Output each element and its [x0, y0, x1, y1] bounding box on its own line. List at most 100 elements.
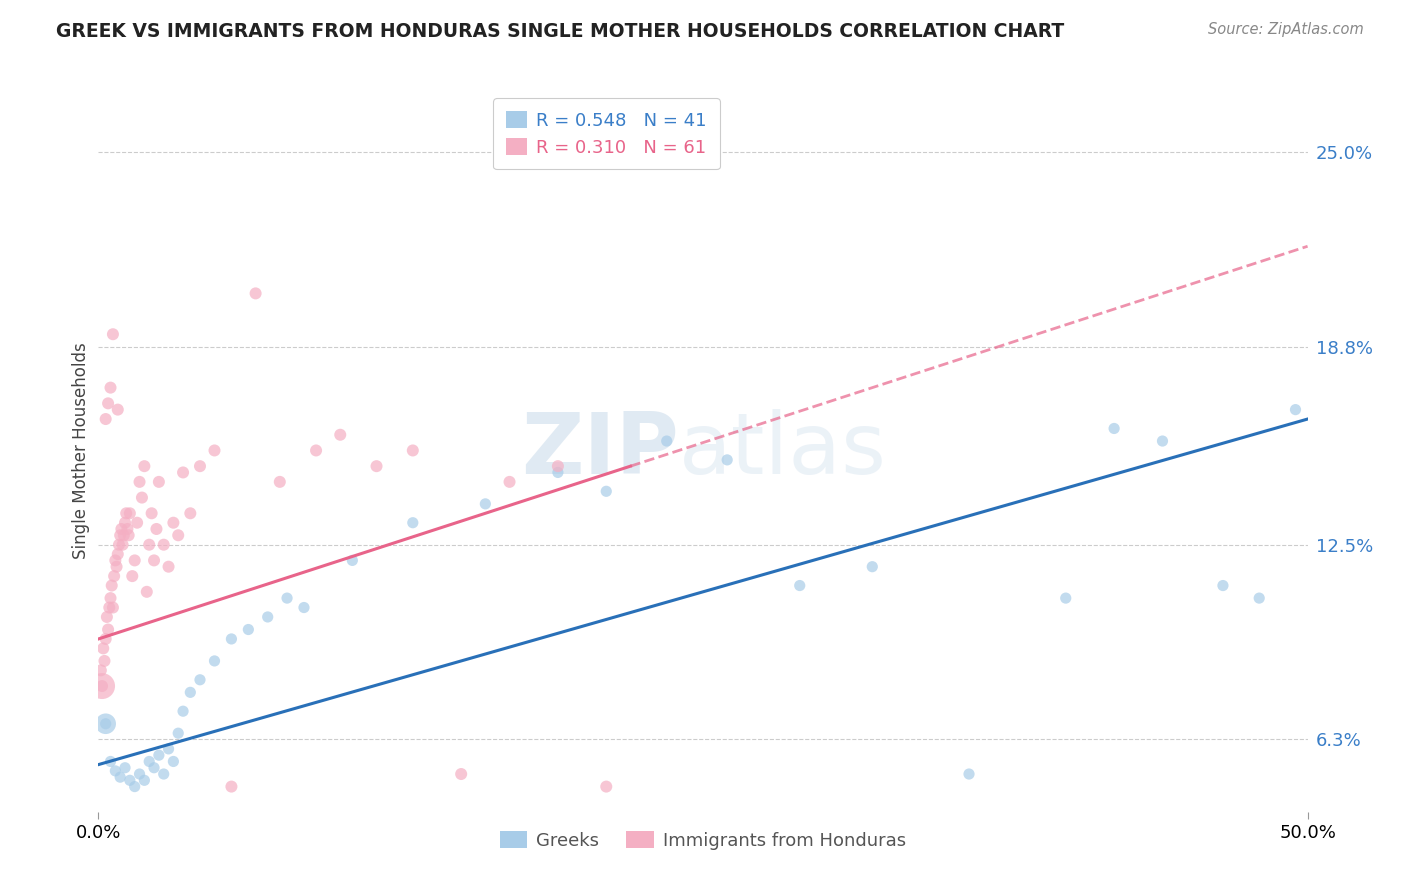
Point: [127, 516, 149, 530]
Point: [131, 491, 153, 505]
Point: [188, 673, 211, 687]
Point: [595, 780, 617, 794]
Point: [269, 475, 291, 489]
Point: [342, 553, 364, 567]
Point: [167, 726, 190, 740]
Point: [107, 547, 129, 561]
Point: [93, 654, 115, 668]
Text: GREEK VS IMMIGRANTS FROM HONDURAS SINGLE MOTHER HOUSEHOLDS CORRELATION CHART: GREEK VS IMMIGRANTS FROM HONDURAS SINGLE…: [56, 22, 1064, 41]
Point: [595, 484, 617, 499]
Point: [108, 770, 131, 784]
Point: [107, 402, 129, 417]
Point: [111, 538, 134, 552]
Point: [474, 497, 496, 511]
Point: [134, 773, 156, 788]
Point: [115, 506, 138, 520]
Point: [1212, 578, 1234, 592]
Point: [157, 559, 180, 574]
Point: [402, 516, 425, 530]
Point: [292, 600, 315, 615]
Point: [172, 704, 194, 718]
Point: [96, 610, 118, 624]
Point: [100, 755, 122, 769]
Point: [135, 584, 157, 599]
Point: [108, 538, 131, 552]
Point: [655, 434, 678, 448]
Point: [152, 538, 174, 552]
Point: [101, 600, 124, 615]
Point: [138, 755, 160, 769]
Point: [148, 748, 170, 763]
Point: [162, 755, 184, 769]
Point: [94, 716, 117, 731]
Point: [124, 553, 146, 567]
Point: [547, 466, 569, 480]
Point: [121, 569, 143, 583]
Point: [547, 459, 569, 474]
Point: [104, 553, 127, 567]
Point: [245, 286, 267, 301]
Point: [141, 506, 163, 520]
Point: [143, 761, 166, 775]
Point: [1249, 591, 1271, 606]
Point: [94, 412, 117, 426]
Point: [138, 538, 160, 552]
Point: [143, 553, 166, 567]
Point: [188, 459, 211, 474]
Point: [110, 522, 132, 536]
Point: [91, 679, 114, 693]
Point: [90, 664, 112, 678]
Text: ZIP: ZIP: [522, 409, 679, 492]
Legend: Greeks, Immigrants from Honduras: Greeks, Immigrants from Honduras: [494, 823, 912, 857]
Point: [716, 453, 738, 467]
Point: [128, 475, 150, 489]
Point: [179, 685, 201, 699]
Point: [860, 559, 883, 574]
Point: [162, 516, 184, 530]
Point: [1102, 421, 1125, 435]
Point: [118, 528, 141, 542]
Point: [108, 528, 131, 542]
Point: [157, 742, 180, 756]
Point: [124, 780, 146, 794]
Text: Source: ZipAtlas.com: Source: ZipAtlas.com: [1208, 22, 1364, 37]
Point: [117, 522, 139, 536]
Point: [97, 623, 120, 637]
Point: [101, 327, 124, 342]
Point: [105, 559, 128, 574]
Point: [204, 443, 226, 458]
Point: [91, 641, 114, 656]
Point: [104, 764, 127, 778]
Point: [1054, 591, 1077, 606]
Point: [128, 767, 150, 781]
Point: [329, 427, 352, 442]
Point: [98, 600, 121, 615]
Point: [221, 632, 243, 646]
Point: [152, 767, 174, 781]
Point: [148, 475, 170, 489]
Point: [366, 459, 388, 474]
Point: [450, 767, 472, 781]
Point: [498, 475, 520, 489]
Point: [167, 528, 190, 542]
Point: [276, 591, 298, 606]
Point: [91, 679, 114, 693]
Point: [957, 767, 980, 781]
Point: [114, 516, 136, 530]
Point: [103, 569, 125, 583]
Point: [94, 632, 117, 646]
Point: [100, 578, 122, 592]
Point: [94, 716, 117, 731]
Point: [118, 506, 141, 520]
Y-axis label: Single Mother Households: Single Mother Households: [72, 343, 90, 558]
Point: [789, 578, 811, 592]
Point: [134, 459, 156, 474]
Point: [118, 773, 141, 788]
Point: [97, 396, 120, 410]
Point: [114, 761, 136, 775]
Point: [402, 443, 425, 458]
Point: [145, 522, 167, 536]
Point: [100, 591, 122, 606]
Point: [100, 381, 122, 395]
Point: [172, 466, 194, 480]
